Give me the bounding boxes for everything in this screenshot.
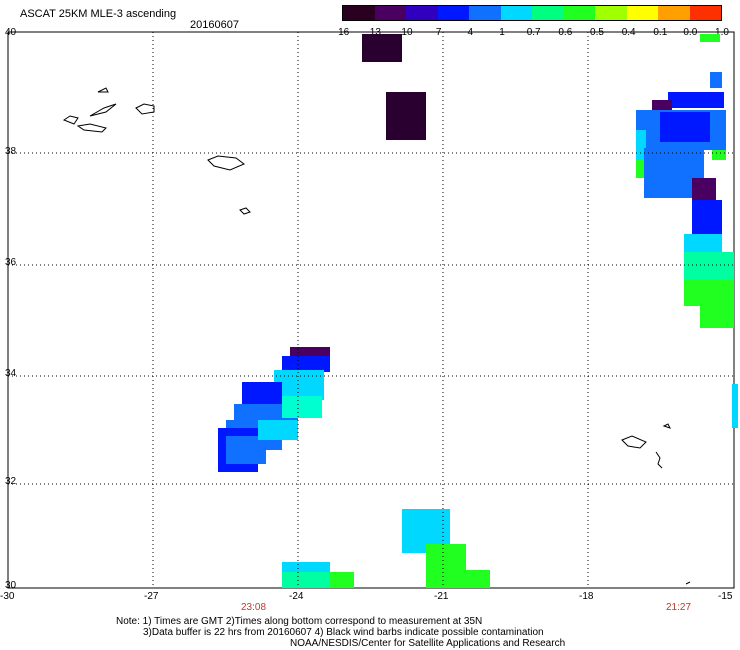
island-outline	[62, 115, 79, 125]
lat-label-34: 34	[5, 368, 17, 379]
coastlines	[62, 87, 691, 585]
time-right: 21:27	[666, 602, 692, 613]
island-outline	[662, 423, 671, 429]
swath-cell	[700, 34, 720, 42]
swath-cell	[710, 72, 722, 88]
plot-frame	[7, 31, 735, 589]
note-line-3: NOAA/NESDIS/Center for Satellite Applica…	[290, 638, 566, 649]
swath-cell	[362, 34, 402, 62]
island-outline	[685, 581, 691, 585]
lon-label-neg21: -21	[434, 591, 449, 602]
time-left: 23:08	[241, 602, 267, 613]
colorbar-swatch	[343, 6, 375, 20]
colorbar-swatch	[626, 6, 658, 20]
lat-label-38: 38	[5, 146, 17, 157]
swath-cell	[274, 370, 324, 400]
swath-cell	[732, 384, 738, 428]
island-outline	[89, 103, 117, 117]
colorbar-swatch	[563, 6, 595, 20]
wind-swaths	[218, 34, 738, 588]
swath-cell	[282, 562, 330, 572]
island-outline	[239, 207, 251, 215]
lat-label-30: 30	[5, 580, 17, 591]
lat-label-32: 32	[5, 476, 17, 487]
island-outline	[655, 451, 663, 469]
swath-cell	[636, 160, 644, 178]
island-outline	[97, 87, 109, 93]
island-outline	[621, 435, 647, 449]
colorbar-swatch	[469, 6, 501, 20]
product-date: 20160607	[190, 19, 239, 31]
swath-cell	[684, 234, 722, 254]
note-line-1: Note: 1) Times are GMT 2)Times along bot…	[116, 616, 483, 627]
island-outline	[135, 103, 155, 115]
colorbar	[342, 5, 722, 21]
island-outline	[76, 123, 107, 133]
swath-cell	[426, 544, 466, 588]
swath-cell	[290, 347, 330, 357]
swath-cell	[466, 570, 490, 588]
lon-label-neg15: -15	[718, 591, 733, 602]
swath-cell	[282, 572, 338, 588]
colorbar-swatch	[437, 6, 469, 20]
colorbar-swatch	[595, 6, 627, 20]
lat-label-36: 36	[5, 257, 17, 268]
lon-label-neg30: -30	[0, 591, 15, 602]
colorbar-swatch	[689, 6, 721, 20]
colorbar-swatch	[500, 6, 532, 20]
swath-cell	[668, 92, 724, 108]
swath-cell	[712, 150, 726, 160]
swath-cell	[330, 572, 354, 588]
island-outline	[207, 155, 245, 171]
swath-cell	[660, 112, 710, 142]
swath-cell	[386, 92, 426, 140]
colorbar-swatch	[374, 6, 406, 20]
lon-label-neg24: -24	[289, 591, 304, 602]
graticule	[8, 32, 734, 588]
swath-cell	[258, 420, 298, 440]
colorbar-swatch	[406, 6, 438, 20]
swath-cell	[282, 356, 330, 372]
swath-cell	[684, 252, 734, 282]
lat-label-40: 40	[5, 27, 17, 38]
product-title: ASCAT 25KM MLE-3 ascending	[20, 8, 177, 20]
swath-cell	[636, 130, 646, 160]
swath-cell	[684, 280, 734, 306]
note-line-2: 3)Data buffer is 22 hrs from 20160607 4)…	[143, 627, 544, 638]
swath-cell	[282, 396, 322, 418]
swath-cell	[700, 304, 734, 328]
lon-label-neg27: -27	[144, 591, 159, 602]
swath-cell	[652, 100, 672, 112]
colorbar-swatch	[658, 6, 690, 20]
colorbar-swatch	[532, 6, 564, 20]
swath-cell	[692, 200, 722, 240]
swath-cell	[226, 436, 266, 464]
lon-label-neg18: -18	[579, 591, 594, 602]
